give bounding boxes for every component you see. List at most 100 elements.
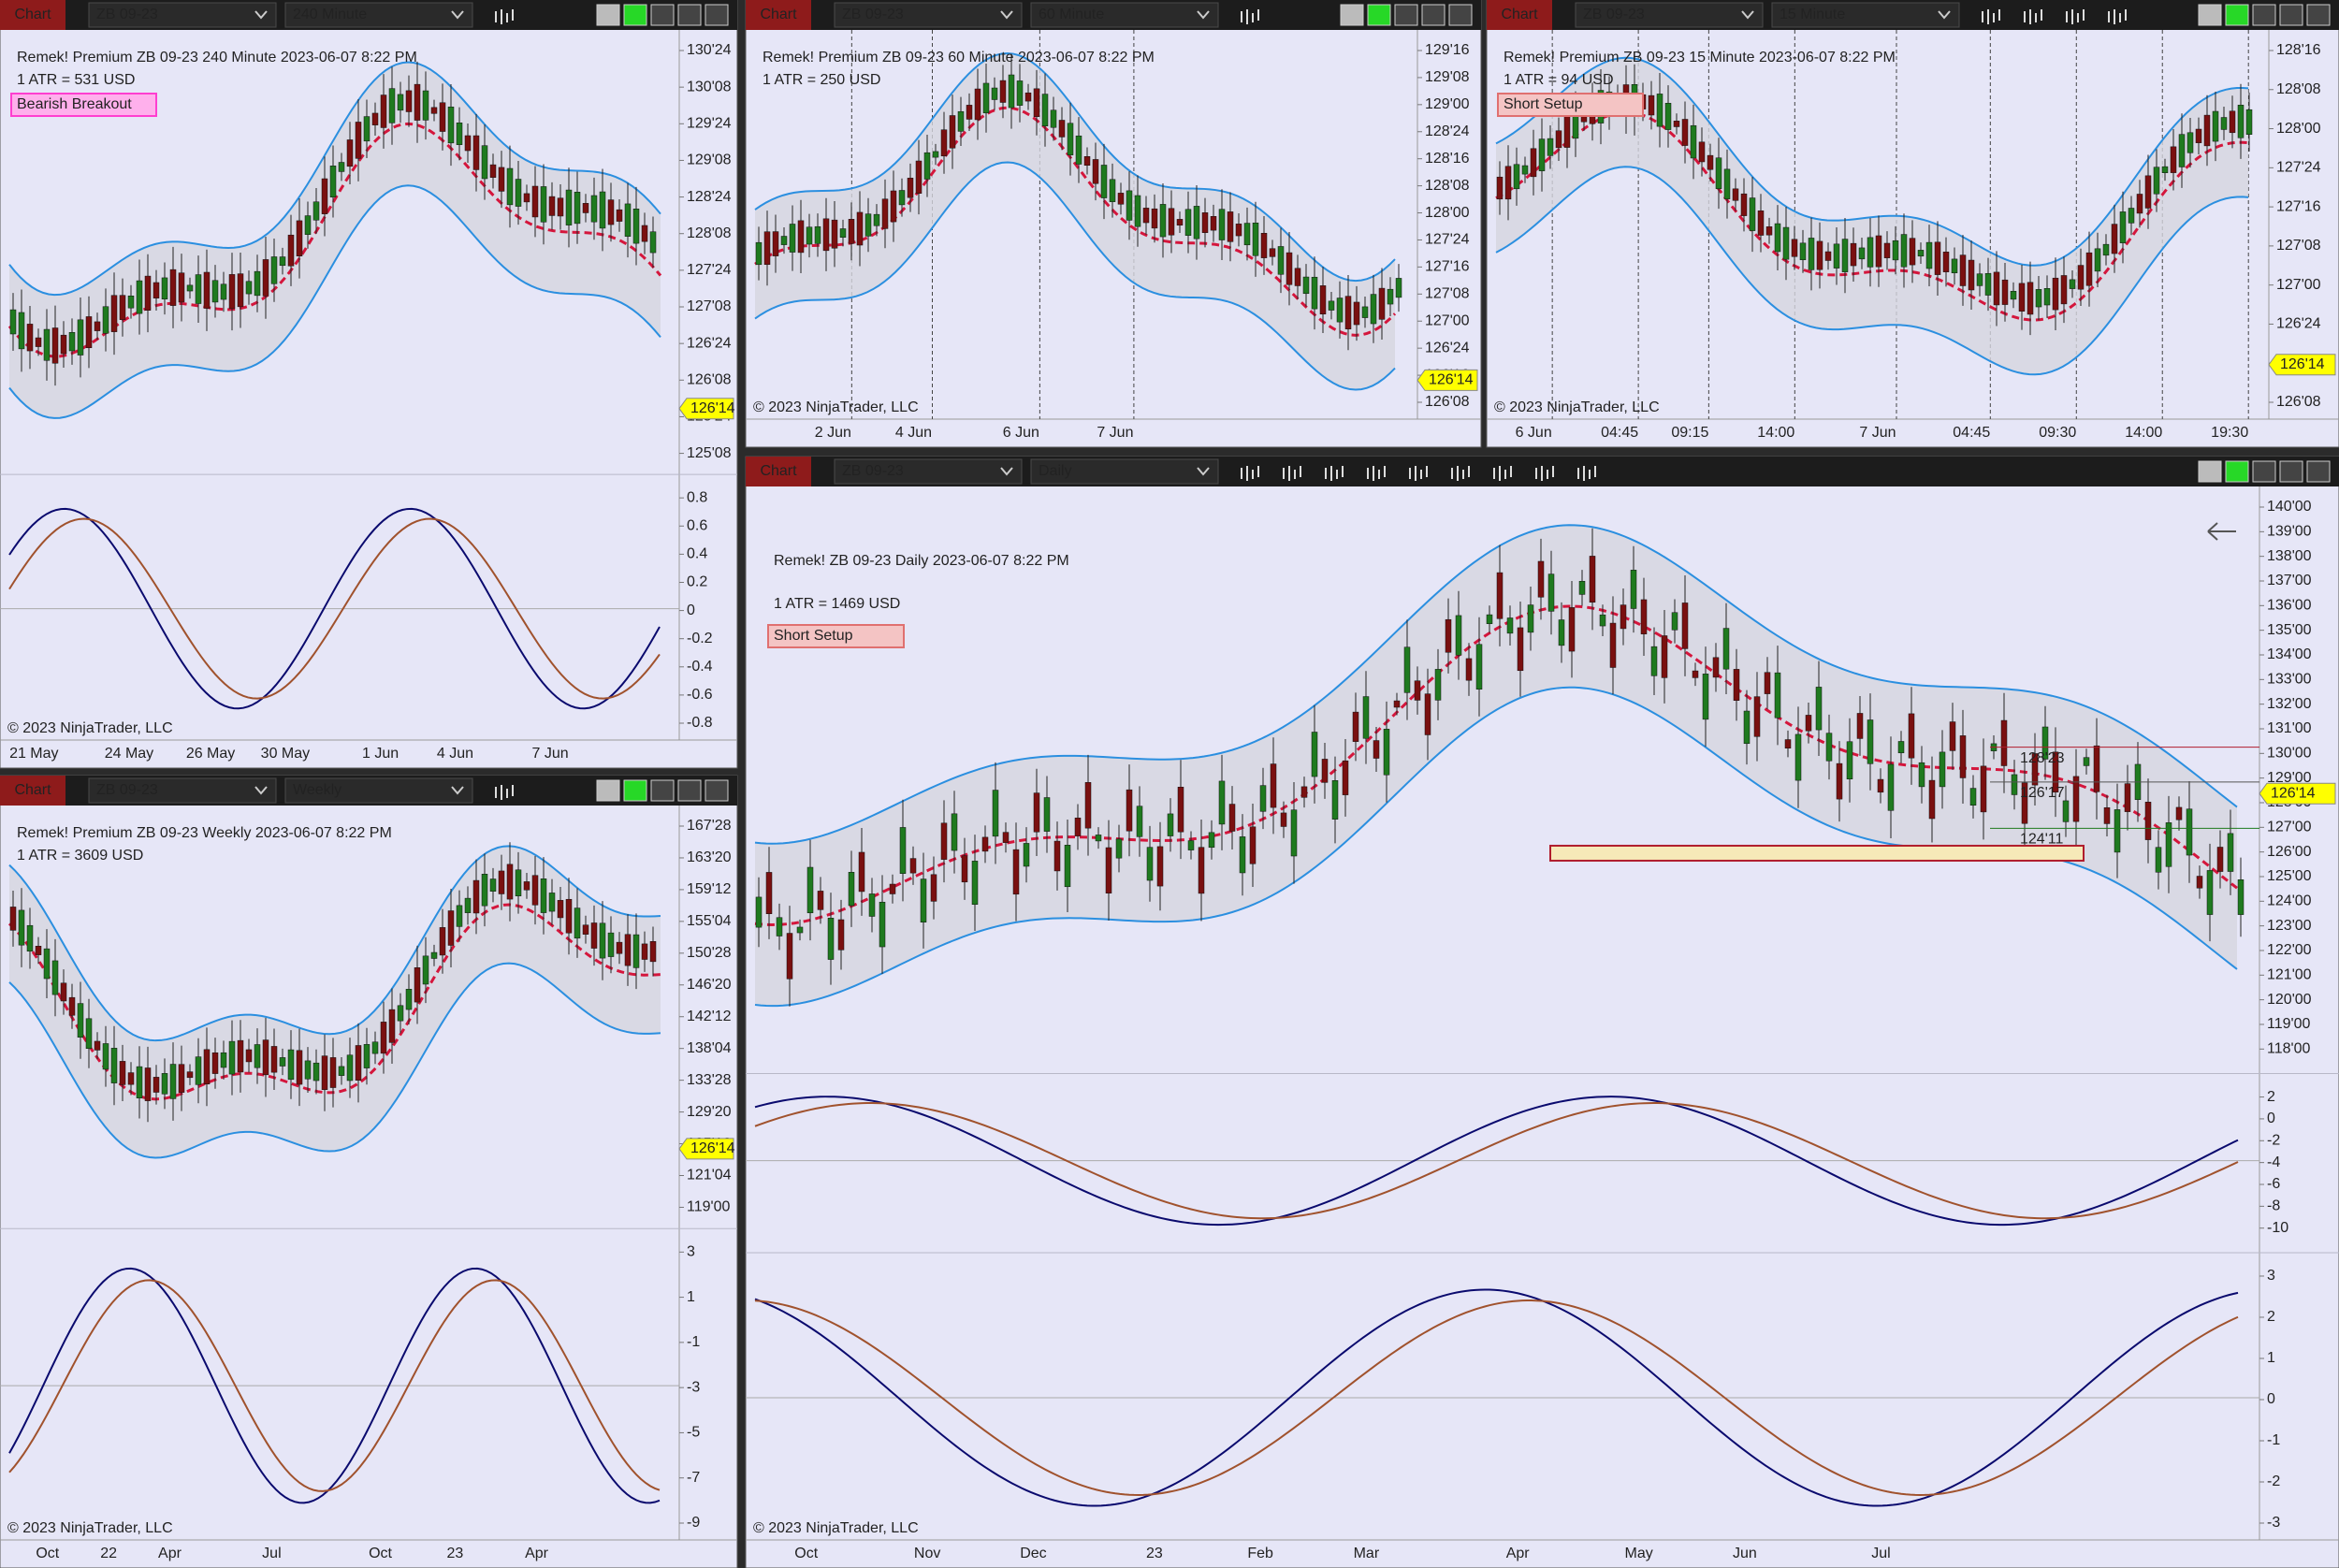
candle-body [940, 129, 948, 157]
window-button[interactable] [1421, 4, 1446, 26]
y-tick-label: 120'00 [2267, 992, 2312, 1008]
window-button[interactable] [2306, 460, 2331, 483]
instrument-dropdown[interactable] [834, 458, 1023, 485]
candle-body [136, 1066, 143, 1098]
candle-body [1538, 138, 1546, 171]
candle-body [1342, 760, 1349, 795]
chart-tab[interactable] [746, 0, 811, 30]
x-tick-label: 6 Jun [1003, 425, 1039, 441]
band-lower [8, 962, 661, 1159]
toolbar-icon[interactable] [1241, 466, 1259, 481]
candle-body [1599, 614, 1606, 627]
candle-body [616, 209, 623, 222]
window-button[interactable] [1340, 4, 1364, 26]
candle-body [1578, 580, 1586, 595]
window-button[interactable] [2306, 4, 2331, 26]
window-button[interactable] [1448, 4, 1473, 26]
window-button[interactable] [2198, 4, 2222, 26]
y-tick-label: 0.8 [687, 489, 707, 505]
interval-dropdown[interactable] [284, 2, 473, 28]
x-tick-label: 14:00 [2125, 425, 2162, 441]
instrument-dropdown[interactable] [834, 2, 1023, 28]
toolbar-icon[interactable] [1493, 466, 1512, 481]
x-tick-label: 4 Jun [895, 425, 932, 441]
candle-body [940, 822, 948, 860]
y-tick-label: 126'08 [687, 372, 732, 388]
interval-dropdown[interactable] [1030, 2, 1219, 28]
window-button[interactable] [596, 4, 620, 26]
chart-tab[interactable] [1487, 0, 1552, 30]
toolbar-icon[interactable] [1451, 466, 1470, 481]
toolbar-icon[interactable] [2066, 9, 2085, 24]
candle-body [2000, 719, 2008, 766]
instrument-dropdown[interactable] [1575, 2, 1764, 28]
window-button[interactable] [2279, 4, 2303, 26]
toolbar-icon[interactable] [1535, 466, 1554, 481]
candle-body [827, 918, 835, 960]
interval-dropdown[interactable] [1030, 458, 1219, 485]
window-button[interactable] [677, 4, 702, 26]
candle-body [1023, 843, 1030, 867]
window-button[interactable] [596, 779, 620, 802]
candle-body [169, 1064, 177, 1099]
chart-tab[interactable] [0, 776, 65, 806]
candle-body [102, 1043, 109, 1070]
window-button[interactable] [2252, 4, 2276, 26]
candle-body [228, 1040, 236, 1075]
instrument-dropdown[interactable] [88, 2, 277, 28]
toolbar-icon[interactable] [2024, 9, 2042, 24]
window-button[interactable] [2225, 4, 2249, 26]
atr-label: 1 ATR = 3609 USD [17, 848, 143, 864]
candle-body [590, 922, 598, 949]
toolbar-icon[interactable] [2108, 9, 2127, 24]
candle-body [1692, 670, 1699, 678]
window-button[interactable] [650, 779, 675, 802]
candle-body [1083, 156, 1091, 166]
toolbar-icon[interactable] [1283, 466, 1301, 481]
candle-body [1897, 741, 1905, 754]
tab-label: Chart [1501, 7, 1538, 22]
candle-body [607, 199, 615, 225]
candle-body [1075, 135, 1082, 165]
candle-body [641, 943, 648, 960]
toolbar-icon[interactable] [1241, 9, 1259, 24]
toolbar-icon[interactable] [1409, 466, 1428, 481]
window-button[interactable] [623, 4, 647, 26]
window-button[interactable] [677, 779, 702, 802]
back-arrow[interactable] [2207, 522, 2236, 541]
window-button[interactable] [705, 4, 729, 26]
window-button[interactable] [2252, 460, 2276, 483]
chart-window: Chart ZB 09-23 15 Minute 128'16 128'08 128'00… [1486, 0, 2339, 448]
window-button[interactable] [705, 779, 729, 802]
window-button[interactable] [623, 779, 647, 802]
candle-body [321, 178, 328, 214]
candle-body [2094, 248, 2101, 272]
chart-tab[interactable] [0, 0, 65, 30]
candle-body [868, 893, 876, 917]
chart-header: Remek! ZB 09-23 Daily 2023-06-07 8:22 PM [774, 553, 1069, 569]
window-button[interactable] [650, 4, 675, 26]
candle-body [127, 1072, 135, 1085]
window-button[interactable] [1394, 4, 1418, 26]
candle-body [1239, 836, 1246, 874]
candle-body [2153, 167, 2160, 195]
toolbar-icon[interactable] [495, 9, 514, 24]
window-button[interactable] [1367, 4, 1391, 26]
x-tick-label: 30 May [261, 746, 310, 762]
toolbar-icon[interactable] [1577, 466, 1596, 481]
candle-body [60, 982, 67, 1002]
window-button[interactable] [2198, 460, 2222, 483]
chart-tab[interactable] [746, 457, 811, 486]
candle-body [279, 256, 286, 267]
candle-body [1167, 813, 1174, 836]
window-button[interactable] [2225, 460, 2249, 483]
interval-dropdown[interactable] [1771, 2, 1960, 28]
toolbar-icon[interactable] [1325, 466, 1344, 481]
toolbar-icon[interactable] [1367, 466, 1386, 481]
instrument-dropdown[interactable] [88, 777, 277, 804]
toolbar-icon[interactable] [495, 785, 514, 800]
toolbar-icon[interactable] [1982, 9, 2000, 24]
interval-dropdown[interactable] [284, 777, 473, 804]
window-button[interactable] [2279, 460, 2303, 483]
